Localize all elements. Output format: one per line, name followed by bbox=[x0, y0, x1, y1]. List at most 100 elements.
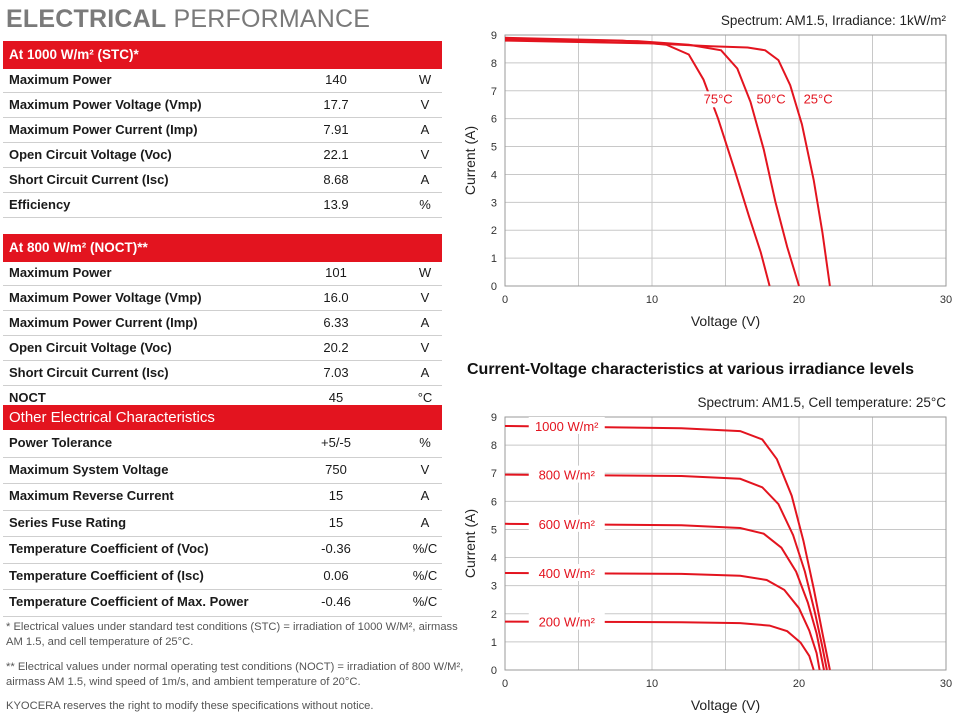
spec-row: Short Circuit Current (Isc) 7.03 A bbox=[3, 360, 442, 386]
y-axis-label: Current (A) bbox=[462, 126, 478, 195]
spec-row: Maximum Power 101 W bbox=[3, 260, 442, 286]
irradiance-label: 200 W/m² bbox=[539, 615, 596, 630]
spec-label: Maximum Power Current (Imp) bbox=[9, 315, 198, 330]
spec-unit: A bbox=[420, 122, 430, 137]
spec-label: Maximum Power Current (Imp) bbox=[9, 122, 198, 137]
temperature-label: 50°C bbox=[757, 91, 786, 106]
spec-value: 15 bbox=[328, 488, 344, 503]
irradiance-label: 800 W/m² bbox=[539, 468, 596, 483]
x-tick-label: 0 bbox=[502, 678, 508, 690]
y-tick-label: 0 bbox=[491, 281, 497, 293]
spec-value: 16.0 bbox=[323, 290, 349, 305]
y-tick-label: 4 bbox=[491, 553, 497, 565]
spec-row: Temperature Coefficient of (Voc) -0.36 %/C bbox=[3, 536, 442, 564]
series-line bbox=[504, 620, 815, 671]
footnote-noct: ** Electrical values under normal operat… bbox=[6, 661, 464, 688]
y-tick-label: 9 bbox=[491, 30, 497, 42]
y-tick-label: 1 bbox=[491, 637, 497, 649]
spec-unit: A bbox=[420, 514, 430, 530]
spec-row: Maximum System Voltage 750 V bbox=[3, 457, 442, 484]
noct-section-heading: At 800 W/m² (NOCT)** bbox=[3, 234, 442, 262]
x-tick-label: 30 bbox=[940, 678, 952, 690]
irradiance-label-bg bbox=[528, 465, 605, 483]
spec-unit: V bbox=[420, 147, 430, 162]
spec-label: Short Circuit Current (Isc) bbox=[9, 172, 169, 187]
spec-label: Maximum System Voltage bbox=[9, 461, 169, 477]
spec-label: Short Circuit Current (Isc) bbox=[9, 365, 169, 380]
spec-value: 101 bbox=[325, 265, 347, 280]
spec-unit: V bbox=[420, 290, 430, 305]
x-tick-label: 30 bbox=[940, 294, 952, 306]
iv-curve-temperature-chart: 0 1 2 3 4 5 6 7 8 9 0 10 20 30 Voltage (V) Current (A) S… bbox=[462, 13, 952, 329]
spec-unit: V bbox=[420, 97, 430, 112]
spec-unit: %/C bbox=[412, 594, 438, 609]
spec-value: 0.06 bbox=[323, 567, 349, 583]
series-line bbox=[504, 38, 800, 287]
spec-unit: A bbox=[420, 365, 430, 380]
y-axis-label: Current (A) bbox=[462, 509, 478, 578]
other-section-heading: Other Electrical Characteristics bbox=[3, 405, 442, 430]
temperature-label-bg bbox=[801, 91, 836, 108]
spec-label: Maximum Reverse Current bbox=[9, 488, 174, 503]
spec-value: 750 bbox=[325, 461, 347, 477]
spec-unit: °C bbox=[417, 390, 433, 405]
spec-label: Maximum Power Voltage (Vmp) bbox=[9, 290, 202, 305]
spec-value: -0.36 bbox=[321, 541, 351, 556]
footnote-stc: * Electrical values under standard test … bbox=[6, 621, 458, 648]
temperature-label-bg bbox=[754, 91, 789, 108]
temperature-label-bg bbox=[701, 91, 736, 108]
x-tick-label: 10 bbox=[646, 678, 658, 690]
spec-row: Power Tolerance +5/-5% bbox=[3, 430, 442, 458]
spec-unit: A bbox=[420, 488, 430, 503]
chart-subtitle: Spectrum: AM1.5, Cell temperature: 25°C bbox=[697, 395, 946, 410]
y-tick-label: 6 bbox=[491, 114, 497, 126]
temperature-label: 75°C bbox=[704, 91, 733, 106]
spec-label: Power Tolerance bbox=[9, 435, 113, 450]
y-tick-label: 0 bbox=[491, 665, 497, 677]
spec-value: 13.9 bbox=[323, 197, 349, 212]
page-title-bold: ELECTRICAL bbox=[6, 5, 167, 33]
y-tick-label: 7 bbox=[491, 86, 497, 98]
irradiance-label-bg bbox=[528, 612, 605, 630]
y-tick-label: 7 bbox=[491, 468, 497, 480]
spec-value: 15 bbox=[328, 514, 344, 530]
spec-label: Open Circuit Voltage (Voc) bbox=[9, 340, 172, 355]
x-tick-label: 10 bbox=[646, 294, 658, 306]
y-tick-label: 3 bbox=[491, 581, 497, 593]
spec-unit: A bbox=[420, 172, 430, 187]
y-tick-label: 4 bbox=[491, 169, 497, 181]
y-tick-label: 3 bbox=[491, 197, 497, 209]
spec-row: Maximum Power Voltage (Vmp) 17.7 V bbox=[3, 92, 442, 118]
spec-row: Temperature Coefficient of (Isc) 0.06 %/C bbox=[3, 563, 442, 590]
spec-row: Maximum Reverse Current 15 A bbox=[3, 483, 442, 511]
footnote-disclaimer: KYOCERA reserves the right to modify the… bbox=[6, 700, 374, 712]
y-tick-label: 8 bbox=[491, 440, 497, 452]
spec-label: Maximum Power bbox=[9, 72, 112, 87]
spec-row: Maximum Power Current (Imp) 6.33 A bbox=[3, 310, 442, 336]
spec-value: 7.91 bbox=[323, 122, 349, 137]
irradiance-chart-title: Current-Voltage characteristics at vario… bbox=[467, 361, 915, 378]
spec-label: Temperature Coefficient of (Isc) bbox=[9, 567, 204, 583]
spec-label: Efficiency bbox=[9, 197, 71, 212]
irradiance-label-bg bbox=[528, 564, 605, 582]
spec-value: 7.03 bbox=[323, 365, 349, 380]
x-axis-label: Voltage (V) bbox=[691, 697, 760, 713]
spec-row: Maximum Power Current (Imp) 7.91 A bbox=[3, 117, 442, 143]
y-tick-label: 5 bbox=[491, 524, 497, 536]
spec-label: Maximum Power bbox=[9, 265, 112, 280]
x-tick-label: 20 bbox=[793, 678, 805, 690]
plot-frame bbox=[504, 416, 947, 671]
x-tick-label: 0 bbox=[502, 294, 508, 306]
spec-row: Series Fuse Rating 15 A bbox=[3, 510, 442, 537]
spec-row: Maximum Power Voltage (Vmp) 16.0 V bbox=[3, 285, 442, 311]
y-tick-label: 2 bbox=[491, 225, 497, 237]
temperature-label: 25°C bbox=[804, 91, 833, 106]
spec-unit: V bbox=[420, 461, 430, 477]
series-line bbox=[504, 522, 825, 671]
page-title-light: PERFORMANCE bbox=[166, 5, 371, 33]
spec-label: Maximum Power Voltage (Vmp) bbox=[9, 97, 202, 112]
spec-value: 22.1 bbox=[323, 147, 349, 162]
irradiance-label: 400 W/m² bbox=[539, 566, 596, 581]
y-tick-label: 2 bbox=[491, 609, 497, 621]
spec-unit: % bbox=[419, 197, 431, 212]
